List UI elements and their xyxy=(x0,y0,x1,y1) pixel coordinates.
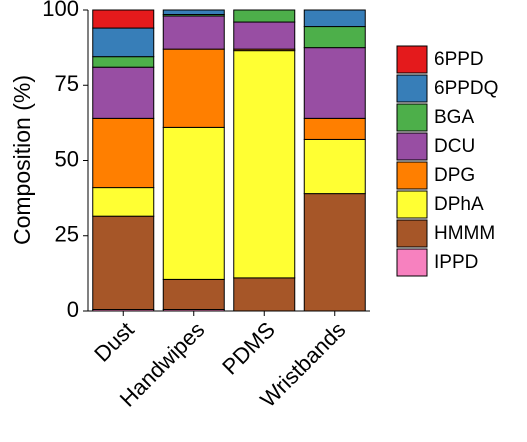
bar-segment xyxy=(303,117,366,140)
y-axis-label: Composition (%) xyxy=(9,75,35,245)
bar-segment xyxy=(92,117,155,189)
bar-segment xyxy=(233,50,296,279)
bar-segment xyxy=(303,193,366,312)
legend-swatch xyxy=(396,45,428,74)
y-tick-label: 50 xyxy=(55,146,79,171)
y-tick-label: 0 xyxy=(67,297,79,322)
bar-segment xyxy=(303,26,366,49)
bar-segment xyxy=(233,9,296,23)
bar-segment xyxy=(233,277,296,312)
legend-label: HMMM xyxy=(434,223,495,244)
y-tick-label: 75 xyxy=(55,71,79,96)
legend-swatch xyxy=(396,248,428,277)
legend-label: 6PPD xyxy=(434,49,484,70)
legend-swatch xyxy=(396,103,428,132)
legend-label: IPPD xyxy=(434,252,478,273)
bar-segment xyxy=(92,215,155,310)
bar-segment xyxy=(92,56,155,68)
legend-label: DPhA xyxy=(434,194,484,215)
y-tick-label: 100 xyxy=(42,0,79,21)
x-tick-label: PDMS xyxy=(217,317,280,380)
bar-segment xyxy=(162,9,225,16)
y-tick-label: 25 xyxy=(55,222,79,247)
legend-swatch xyxy=(396,219,428,248)
legend-label: DCU xyxy=(434,136,475,157)
bar-segment xyxy=(92,66,155,119)
bar-segment xyxy=(303,47,366,119)
bar-segment xyxy=(233,21,296,50)
legend-swatch xyxy=(396,161,428,190)
bar-segment xyxy=(92,187,155,217)
legend-swatch xyxy=(396,74,428,103)
bar-segment xyxy=(92,9,155,29)
x-tick-label: Dust xyxy=(89,317,139,367)
bar-segment xyxy=(162,48,225,128)
bar-segment xyxy=(92,27,155,58)
legend-label: DPG xyxy=(434,165,475,186)
bar-segment xyxy=(303,138,366,195)
bar-segment xyxy=(303,9,366,28)
bar-segment xyxy=(162,126,225,280)
legend-label: BGA xyxy=(434,107,474,128)
bar-segment xyxy=(162,278,225,310)
legend-label: 6PPDQ xyxy=(434,78,498,99)
bar-segment xyxy=(162,15,225,50)
legend-swatch xyxy=(396,190,428,219)
legend-swatch xyxy=(396,132,428,161)
